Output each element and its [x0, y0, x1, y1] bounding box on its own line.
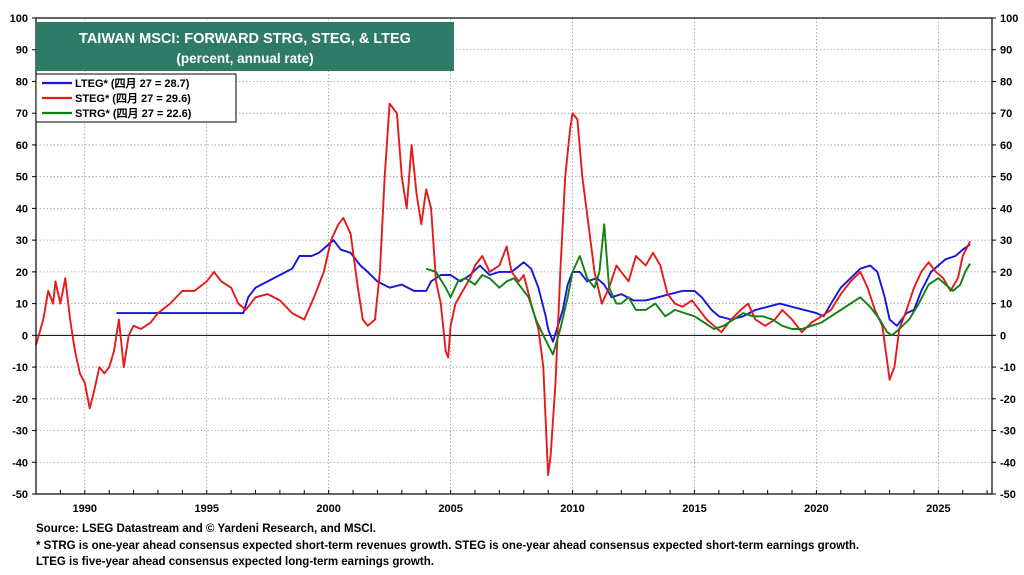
y-tick-label-left: -10	[12, 362, 28, 374]
legend-label-strg: STRG* (四月 27 = 22.6)	[75, 107, 192, 120]
y-tick-label-right: -50	[1000, 489, 1016, 501]
y-tick-label-left: -50	[12, 489, 28, 501]
y-tick-label-right: 20	[1000, 267, 1012, 279]
y-tick-label-right: 40	[1000, 203, 1012, 215]
y-tick-label-right: -20	[1000, 394, 1016, 406]
source-note: Source: LSEG Datastream and © Yardeni Re…	[36, 523, 376, 535]
y-tick-label-left: 80	[16, 76, 28, 88]
legend: LTEG* (四月 27 = 28.7) STEG* (四月 27 = 29.6…	[35, 73, 237, 123]
y-tick-label-left: 40	[16, 203, 28, 215]
x-tick-label: 2000	[316, 503, 340, 515]
y-tick-label-right: 50	[1000, 172, 1012, 184]
x-tick-label: 2025	[926, 503, 950, 515]
y-tick-label-left: -30	[12, 426, 28, 438]
y-tick-label-left: 0	[22, 330, 28, 342]
y-tick-label-right: 0	[1000, 330, 1006, 342]
y-tick-label-left: 50	[16, 172, 28, 184]
plot-frame	[35, 17, 993, 495]
y-tick-label-right: -30	[1000, 426, 1016, 438]
chart-title: TAIWAN MSCI: FORWARD STRG, STEG, & LTEG	[79, 31, 411, 47]
footnote-strg-steg: * STRG is one-year ahead consensus expec…	[36, 539, 860, 552]
y-tick-label-left: 30	[16, 235, 28, 247]
y-tick-label-left: 20	[16, 267, 28, 279]
y-tick-label-right: -10	[1000, 362, 1016, 374]
x-tick-label: 2005	[438, 503, 462, 515]
y-tick-label-left: 90	[16, 45, 28, 57]
y-tick-label-right: 80	[1000, 76, 1012, 88]
series-line-strg	[425, 223, 971, 356]
legend-label-steg: STEG* (四月 27 = 29.6)	[75, 92, 191, 105]
y-tick-label-right: 10	[1000, 299, 1012, 311]
x-tick-label: 1990	[73, 503, 97, 515]
y-tick-label-right: 90	[1000, 45, 1012, 57]
x-tick-label: 2020	[804, 503, 828, 515]
y-tick-label-left: 60	[16, 140, 28, 152]
chart-subtitle: (percent, annual rate)	[176, 51, 313, 66]
title-box: TAIWAN MSCI: FORWARD STRG, STEG, & LTEG …	[36, 22, 454, 71]
series-line-lteg	[116, 239, 971, 343]
x-tick-label: 2015	[682, 503, 706, 515]
footnotes: Source: LSEG Datastream and © Yardeni Re…	[36, 521, 1016, 571]
legend-label-lteg: LTEG* (四月 27 = 28.7)	[75, 77, 190, 90]
y-tick-label-left: 10	[16, 299, 28, 311]
y-tick-label-right: -40	[1000, 457, 1016, 469]
footnote-lteg: LTEG is five-year ahead consensus expect…	[36, 556, 434, 568]
grid-lines	[36, 18, 992, 494]
y-tick-label-left: -20	[12, 394, 28, 406]
series-layer	[35, 102, 971, 476]
y-tick-label-right: 60	[1000, 140, 1012, 152]
y-tick-label-right: 100	[1000, 13, 1018, 25]
x-tick-label: 1995	[194, 503, 218, 515]
y-tick-label-left: 70	[16, 108, 28, 120]
y-tick-label-right: 70	[1000, 108, 1012, 120]
y-tick-label-right: 30	[1000, 235, 1012, 247]
series-line-steg	[35, 102, 971, 476]
x-tick-label: 2010	[560, 503, 584, 515]
y-tick-label-left: 100	[10, 13, 28, 25]
y-tick-label-left: -40	[12, 457, 28, 469]
